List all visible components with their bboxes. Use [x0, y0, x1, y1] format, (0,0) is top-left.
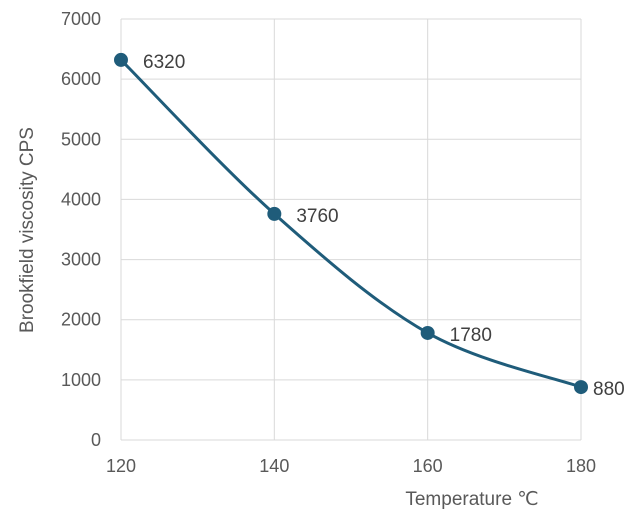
data-point: [420, 325, 435, 340]
grid-lines: [120, 18, 582, 441]
y-axis-ticks: 0 1000 2000 3000 4000 5000 6000 7000: [61, 9, 101, 450]
y-tick-label: 4000: [61, 189, 101, 209]
series-line: [119, 58, 583, 389]
y-tick-label: 7000: [61, 9, 101, 29]
x-tick-label: 120: [106, 456, 136, 476]
data-label: 3760: [296, 206, 338, 227]
data-point: [574, 380, 588, 395]
data-label: 1780: [450, 325, 492, 346]
y-tick-label: 2000: [61, 310, 101, 330]
y-tick-label: 3000: [61, 250, 101, 270]
x-axis-title: Temperature ℃: [405, 489, 538, 510]
data-point: [114, 52, 128, 67]
x-axis-ticks: 120 140 160 180: [106, 456, 596, 476]
y-tick-label: 6000: [61, 69, 101, 89]
x-tick-label: 180: [566, 456, 596, 476]
y-tick-label: 1000: [61, 370, 101, 390]
y-tick-label: 5000: [61, 129, 101, 149]
data-point: [267, 206, 282, 221]
data-label: 880: [593, 379, 625, 400]
data-label: 6320: [143, 52, 185, 73]
series-layer: 6320 3760 1780 880: [114, 52, 625, 400]
y-axis-title: Brookfield viscosity CPS: [17, 127, 38, 333]
x-tick-label: 160: [413, 456, 443, 476]
y-tick-label: 0: [91, 430, 101, 450]
x-tick-label: 140: [259, 456, 289, 476]
